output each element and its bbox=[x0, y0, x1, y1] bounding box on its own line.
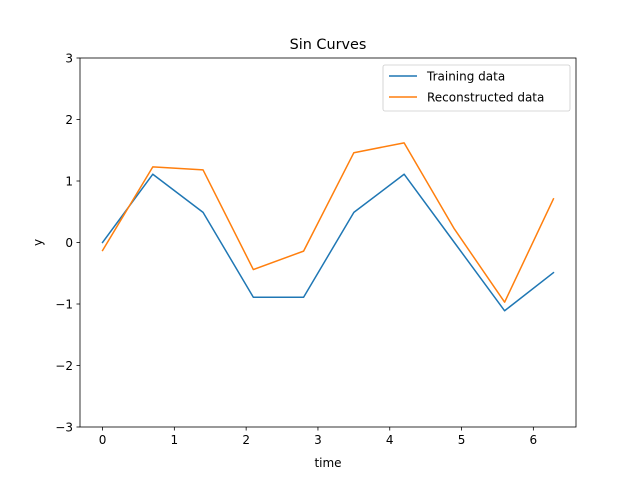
y-axis-label: y bbox=[31, 239, 45, 246]
axis-ticks: 0 1 2 3 4 5 6 −3 −2 −1 0 1 2 3 bbox=[55, 52, 537, 448]
legend: Training data Reconstructed data bbox=[382, 64, 571, 112]
x-tick-label: 5 bbox=[458, 433, 466, 447]
plot-area bbox=[101, 142, 555, 312]
axes-frame bbox=[79, 57, 577, 428]
x-tick-label: 1 bbox=[171, 433, 179, 447]
x-tick-label: 0 bbox=[99, 433, 107, 447]
chart-title: Sin Curves bbox=[290, 37, 367, 53]
x-axis-label: time bbox=[314, 456, 341, 470]
legend-box bbox=[382, 64, 571, 112]
series-line-reconstructed-data bbox=[101, 142, 555, 303]
x-tick-label: 6 bbox=[530, 433, 538, 447]
y-tick-label: −2 bbox=[55, 359, 73, 373]
x-tick-label: 3 bbox=[314, 433, 322, 447]
series-line-training-data bbox=[101, 173, 555, 312]
y-tick-label: 3 bbox=[65, 52, 73, 66]
y-tick-label: 1 bbox=[65, 175, 73, 189]
x-tick-label: 2 bbox=[242, 433, 250, 447]
legend-label-training-data: Training data bbox=[426, 70, 505, 84]
y-tick-label: 2 bbox=[65, 113, 73, 127]
y-tick-label: −1 bbox=[55, 298, 73, 312]
y-tick-label: −3 bbox=[55, 421, 73, 435]
legend-label-reconstructed-data: Reconstructed data bbox=[427, 91, 544, 105]
x-tick-label: 4 bbox=[386, 433, 394, 447]
y-tick-label: 0 bbox=[65, 236, 73, 250]
